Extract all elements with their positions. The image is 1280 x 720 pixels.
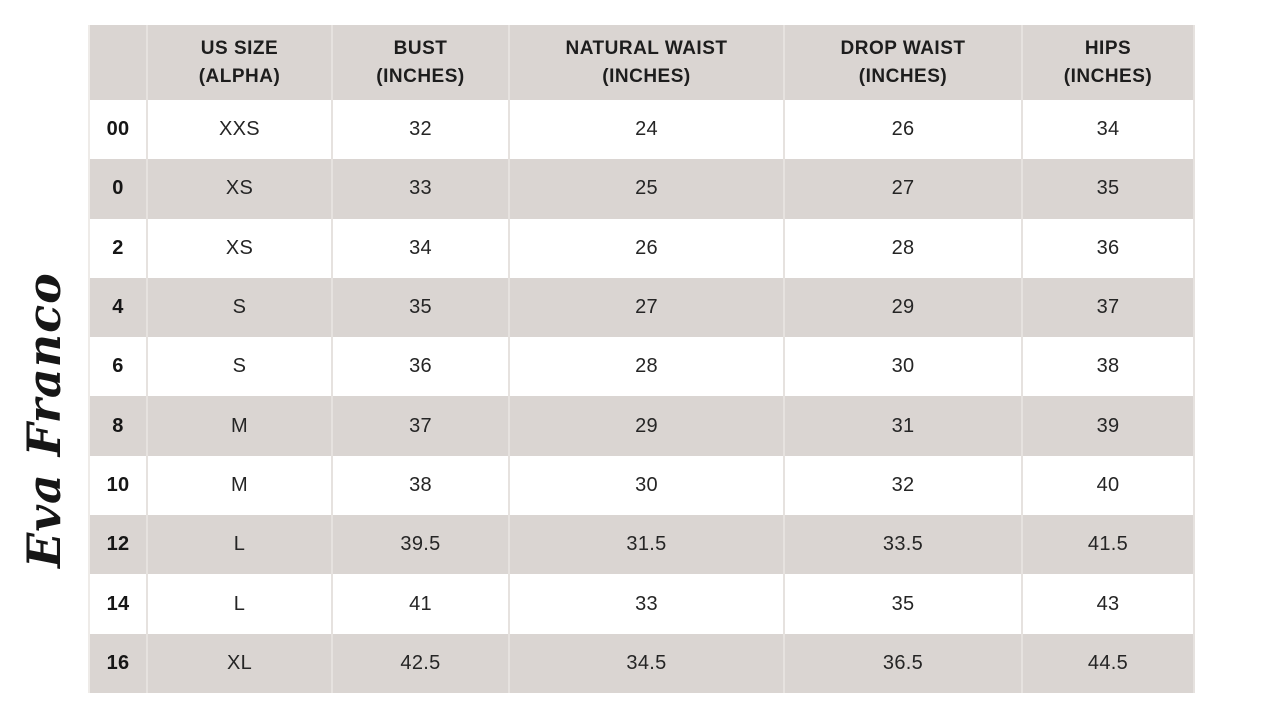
us-size-numeric-cell: 0 (88, 159, 148, 219)
measurement-cell: XS (148, 218, 333, 278)
measurement-cell: 26 (510, 218, 785, 278)
measurement-cell: XS (148, 159, 333, 219)
measurement-cell: S (148, 337, 333, 397)
measurement-cell: 35 (333, 277, 510, 338)
us-size-numeric-cell: 16 (88, 633, 148, 693)
measurement-cell: 31.5 (510, 515, 785, 575)
measurement-cell: 43 (1023, 574, 1195, 634)
header-line1: NATURAL WAIST (565, 37, 728, 59)
measurement-cell: 34.5 (510, 633, 785, 693)
table-row: 8 M 37 29 31 39 (88, 396, 1195, 456)
us-size-numeric-cell: 6 (88, 337, 148, 397)
measurement-cell: L (148, 574, 333, 634)
measurement-cell: 38 (333, 455, 510, 516)
table-row: 14 L 41 33 35 43 (88, 574, 1195, 634)
measurement-cell: 29 (510, 396, 785, 456)
header-cell-hips: HIPS (INCHES) (1023, 25, 1195, 100)
measurement-cell: M (148, 396, 333, 456)
header-line1: BUST (393, 37, 448, 59)
measurement-cell: 33 (333, 159, 510, 219)
measurement-cell: 30 (785, 337, 1023, 397)
measurement-cell: 33.5 (785, 515, 1023, 575)
measurement-cell: 42.5 (333, 633, 510, 693)
measurement-cell: 39 (1023, 396, 1195, 456)
measurement-cell: 41.5 (1023, 515, 1195, 575)
measurement-cell: L (148, 515, 333, 575)
table-row: 12 L 39.5 31.5 33.5 41.5 (88, 515, 1195, 575)
header-cell-natural-waist: NATURAL WAIST (INCHES) (510, 25, 785, 100)
us-size-numeric-cell: 2 (88, 218, 148, 278)
header-line2: (INCHES) (602, 65, 691, 87)
measurement-cell: S (148, 277, 333, 338)
table-row: 16 XL 42.5 34.5 36.5 44.5 (88, 633, 1195, 693)
header-line1: DROP WAIST (840, 37, 966, 59)
table-row: 4 S 35 27 29 37 (88, 277, 1195, 338)
header-line1: HIPS (1084, 37, 1132, 59)
table-row: 6 S 36 28 30 38 (88, 337, 1195, 397)
measurement-cell: XL (148, 633, 333, 693)
us-size-numeric-cell: 00 (88, 100, 148, 160)
table-row: 00 XXS 32 24 26 34 (88, 100, 1195, 160)
measurement-cell: 27 (510, 277, 785, 338)
measurement-cell: 28 (785, 218, 1023, 278)
table-row: 2 XS 34 26 28 36 (88, 218, 1195, 278)
measurement-cell: 40 (1023, 455, 1195, 516)
measurement-cell: 37 (1023, 277, 1195, 338)
measurement-cell: 36.5 (785, 633, 1023, 693)
us-size-numeric-cell: 14 (88, 574, 148, 634)
measurement-cell: 29 (785, 277, 1023, 338)
measurement-cell: 38 (1023, 337, 1195, 397)
measurement-cell: 36 (1023, 218, 1195, 278)
eva-franco-logo: Eva Franco (17, 272, 71, 568)
measurement-cell: 33 (510, 574, 785, 634)
header-line2: (INCHES) (376, 65, 465, 87)
measurement-cell: XXS (148, 100, 333, 160)
us-size-numeric-cell: 8 (88, 396, 148, 456)
measurement-cell: 31 (785, 396, 1023, 456)
measurement-cell: 35 (785, 574, 1023, 634)
size-chart-table: US SIZE (ALPHA) BUST (INCHES) NATURAL WA… (88, 25, 1195, 693)
measurement-cell: 41 (333, 574, 510, 634)
measurement-cell: 39.5 (333, 515, 510, 575)
table-body: 00 XXS 32 24 26 34 0 XS 33 25 27 35 2 XS 34 26 28 36 4 S 35 2… (88, 100, 1195, 693)
header-cell-blank (88, 25, 148, 100)
measurement-cell: 34 (333, 218, 510, 278)
us-size-numeric-cell: 12 (88, 515, 148, 575)
measurement-cell: 27 (785, 159, 1023, 219)
measurement-cell: 26 (785, 100, 1023, 160)
measurement-cell: 35 (1023, 159, 1195, 219)
us-size-numeric-cell: 10 (88, 455, 148, 516)
measurement-cell: 44.5 (1023, 633, 1195, 693)
header-line1: US SIZE (200, 37, 279, 59)
measurement-cell: 32 (785, 455, 1023, 516)
measurement-cell: 25 (510, 159, 785, 219)
table-row: 0 XS 33 25 27 35 (88, 159, 1195, 219)
measurement-cell: 32 (333, 100, 510, 160)
measurement-cell: M (148, 455, 333, 516)
header-cell-drop-waist: DROP WAIST (INCHES) (785, 25, 1023, 100)
measurement-cell: 24 (510, 100, 785, 160)
header-cell-bust: BUST (INCHES) (333, 25, 510, 100)
measurement-cell: 34 (1023, 100, 1195, 160)
header-line2: (ALPHA) (198, 65, 281, 87)
measurement-cell: 36 (333, 337, 510, 397)
header-cell-us-size-alpha: US SIZE (ALPHA) (148, 25, 333, 100)
header-line2: (INCHES) (858, 65, 948, 87)
table-row: 10 M 38 30 32 40 (88, 455, 1195, 516)
measurement-cell: 28 (510, 337, 785, 397)
header-row: US SIZE (ALPHA) BUST (INCHES) NATURAL WA… (88, 25, 1195, 100)
measurement-cell: 37 (333, 396, 510, 456)
header-line2: (INCHES) (1063, 65, 1153, 87)
measurement-cell: 30 (510, 455, 785, 516)
us-size-numeric-cell: 4 (88, 277, 148, 338)
